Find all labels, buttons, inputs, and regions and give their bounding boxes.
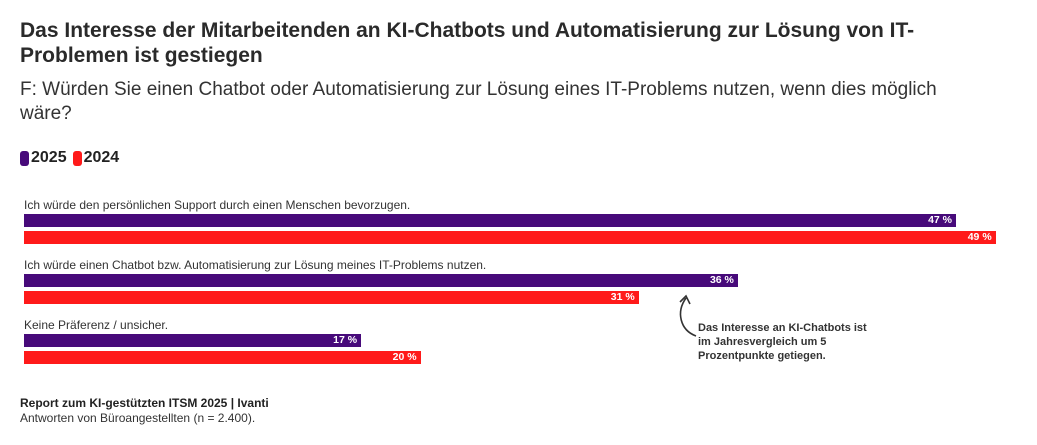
bar-2024: 31 % [24, 291, 639, 304]
data-label: 47 % [928, 214, 952, 226]
data-label: 17 % [333, 334, 358, 346]
data-label: 20 % [392, 351, 417, 363]
legend-item-2024: 2024 [72, 149, 120, 167]
data-label: 31 % [610, 291, 635, 303]
chart-title: Das Interesse der Mitarbeitenden an KI-C… [20, 19, 915, 67]
bar-2025: 17 % [24, 334, 362, 347]
data-label: 49 % [967, 231, 992, 243]
category-label: Ich würde einen Chatbot bzw. Automatisie… [24, 258, 487, 272]
category-label: Keine Präferenz / unsicher. [24, 318, 169, 332]
footnote: Antworten von Büroangestellten (n = 2.40… [20, 411, 256, 425]
bar-2024: 20 % [24, 351, 421, 364]
legend-swatch [72, 150, 82, 166]
bar-2025: 36 % [24, 274, 738, 287]
source: Report zum KI-gestützten ITSM 2025 | Iva… [20, 396, 269, 410]
legend-label: 2024 [83, 149, 120, 166]
chart-subtitle: F: Würden Sie einen Chatbot oder Automat… [20, 79, 937, 124]
legend: 2025 2024 [20, 149, 119, 167]
arrow-icon [679, 294, 697, 337]
legend-label: 2025 [31, 149, 67, 166]
bar-2025: 47 % [24, 214, 956, 227]
category-label: Ich würde den persönlichen Support durch… [24, 198, 411, 212]
legend-item-2025: 2025 [20, 149, 67, 167]
data-label: 36 % [709, 274, 734, 286]
legend-swatch [20, 150, 29, 166]
bar-2024: 49 % [24, 231, 996, 244]
annotation: Das Interesse an KI-Chatbots ist im Jahr… [698, 322, 867, 362]
